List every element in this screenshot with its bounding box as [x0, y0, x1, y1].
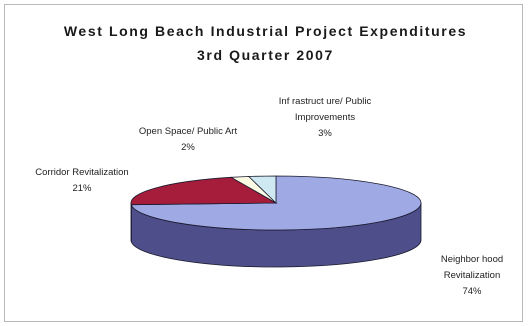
slice-value: 3% [318, 128, 332, 139]
slice-label-corridor: Corridor Revitalization 21% [18, 165, 146, 197]
slice-name-line: Open Space/ Public Art [138, 126, 238, 137]
slice-name-line: Revitalization [443, 270, 501, 281]
slice-label-infrastructure: Inf rastruct ure/ Public Improvements 3% [265, 94, 385, 142]
slice-name-line: Improvements [294, 112, 356, 123]
pie-slice [247, 175, 277, 204]
slice-label-open-space: Open Space/ Public Art 2% [128, 124, 248, 156]
chart-title: West Long Beach Industrial Project Expen… [63, 23, 468, 39]
chart-subtitle: 3rd Quarter 2007 [197, 47, 334, 63]
slice-label-neighborhood: Neighbor hood Revitalization 74% [428, 252, 516, 300]
slice-value: 74% [462, 286, 482, 297]
slice-value: 2% [181, 142, 195, 153]
slice-name-line: Inf rastruct ure/ Public [278, 96, 372, 107]
slice-value: 21% [72, 183, 92, 194]
slice-name-line: Corridor Revitalization [35, 167, 129, 178]
slice-name-line: Neighbor hood [440, 254, 504, 265]
chart-frame [4, 4, 523, 322]
pie-slice [130, 176, 278, 206]
